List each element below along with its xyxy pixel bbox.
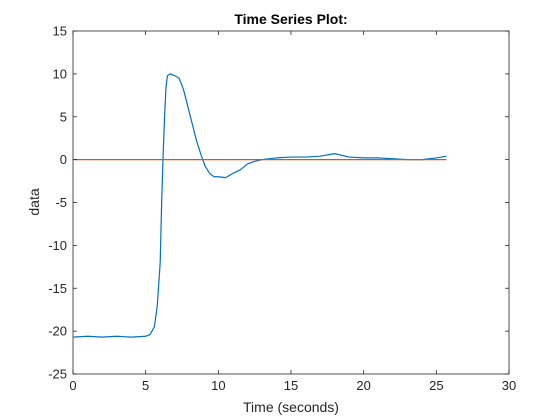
x-tick-label: 20 [356, 378, 370, 393]
series-layer [72, 73, 447, 338]
y-tick-label: -15 [48, 281, 67, 296]
x-tick-label: 0 [69, 378, 76, 393]
x-tick-label: 10 [211, 378, 225, 393]
x-tick-label: 15 [284, 378, 298, 393]
y-tick-label: 15 [53, 24, 67, 39]
x-tick-label: 30 [502, 378, 516, 393]
chart-title: Time Series Plot: [234, 11, 347, 27]
y-tick-label: -20 [48, 324, 67, 339]
y-tick-label: 5 [60, 109, 67, 124]
y-tick-label: 10 [53, 66, 67, 81]
y-tick-label: -25 [48, 367, 67, 382]
y-axis-ticks: -25 -20 -15 -10 -5 0 5 10 15 [48, 24, 509, 382]
y-tick-label: 0 [60, 152, 67, 167]
series-line-1 [72, 73, 447, 338]
x-tick-label: 5 [142, 378, 149, 393]
x-axis-label: Time (seconds) [243, 399, 339, 415]
y-tick-label: -5 [55, 195, 67, 210]
plot-area [72, 30, 510, 375]
x-axis-ticks: 0 5 10 15 20 25 30 [69, 31, 516, 393]
y-tick-label: -10 [48, 238, 67, 253]
x-tick-label: 25 [429, 378, 443, 393]
y-axis-label: data [26, 188, 42, 215]
